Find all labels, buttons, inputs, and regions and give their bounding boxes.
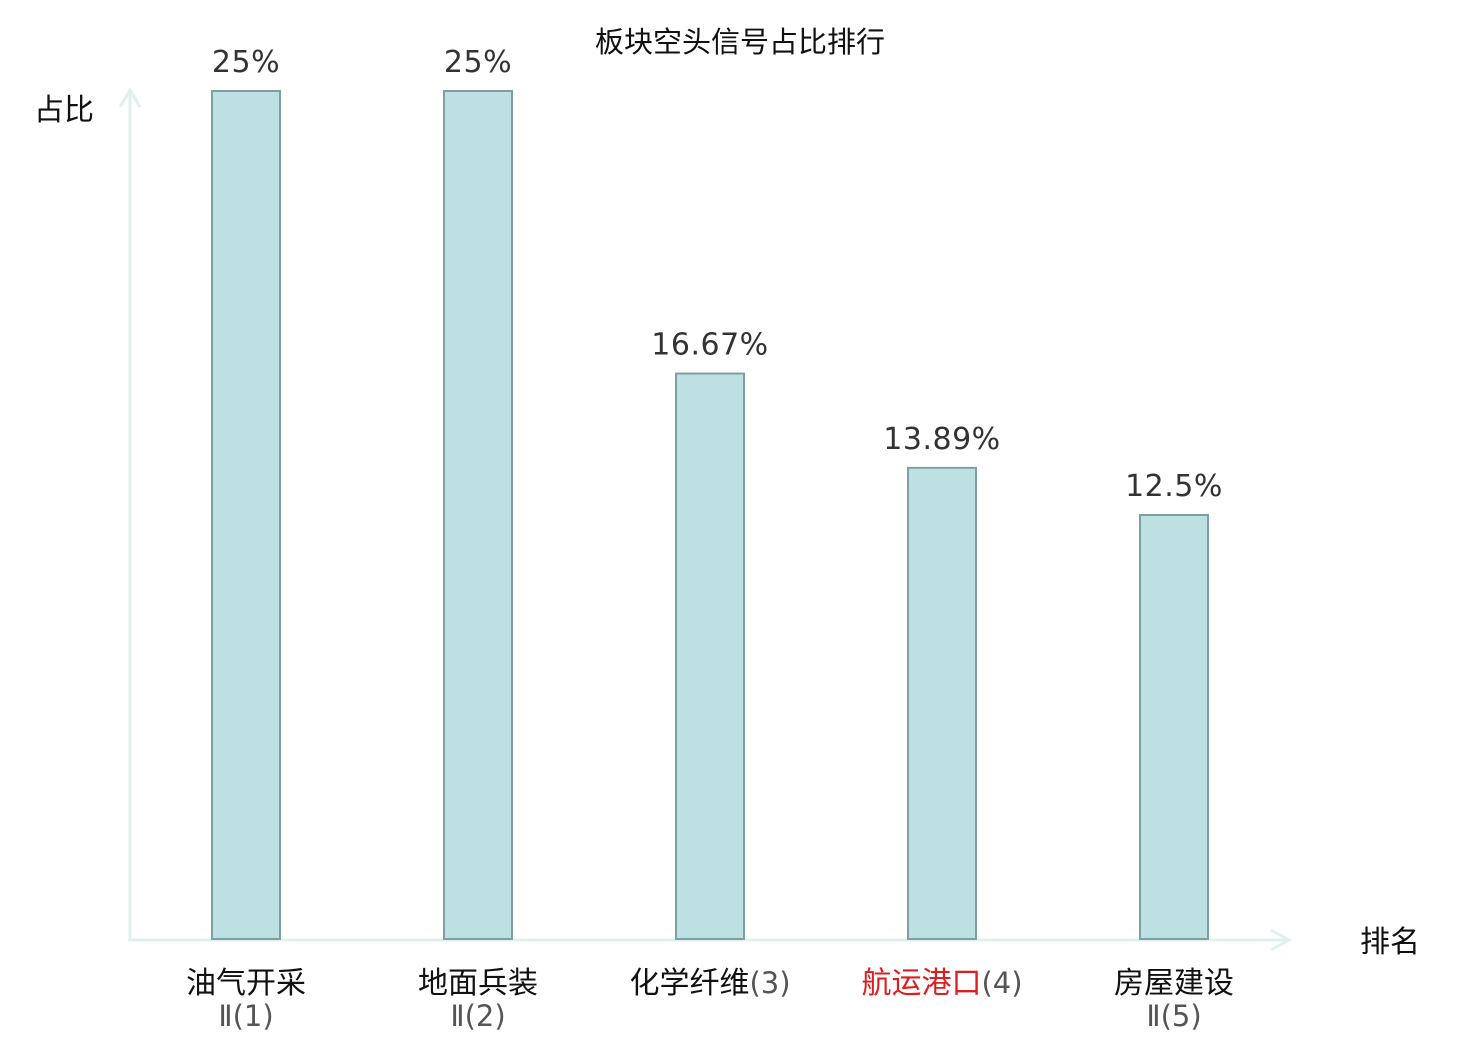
bar-value-label: 12.5% xyxy=(1125,469,1223,504)
bar xyxy=(211,90,281,940)
bar xyxy=(907,466,977,940)
category-rank: Ⅱ(2) xyxy=(450,999,505,1033)
bar xyxy=(443,90,513,940)
bar-value-label: 25% xyxy=(212,45,280,80)
category-tick-label: 航运港口(4) xyxy=(861,966,1022,1001)
category-name: 化学纤维 xyxy=(629,966,749,1001)
category-name: 油气开采 xyxy=(186,966,306,1001)
category-name: 航运港口 xyxy=(861,966,981,1001)
category-rank: Ⅱ(1) xyxy=(218,999,273,1033)
bar-value-label: 16.67% xyxy=(651,328,768,363)
x-axis-label: 排名 xyxy=(1360,925,1420,960)
y-axis-label: 占比 xyxy=(34,93,94,128)
category-rank: (4) xyxy=(981,966,1022,1000)
bars xyxy=(211,90,1209,940)
bar-value-label: 25% xyxy=(444,45,512,80)
x-axis-arrow-icon xyxy=(1270,928,1293,952)
bar xyxy=(675,372,745,940)
category-name: 房屋建设 xyxy=(1114,966,1234,1001)
y-axis-arrow-icon xyxy=(118,87,142,108)
bar xyxy=(1139,514,1209,940)
bar-value-label: 13.89% xyxy=(883,422,1000,457)
category-rank: (3) xyxy=(749,966,790,1000)
chart-title: 板块空头信号占比排行 xyxy=(595,25,885,59)
category-rank: Ⅱ(5) xyxy=(1146,999,1201,1033)
category-name: 地面兵装 xyxy=(418,966,538,1001)
value-labels: 25% 25% 16.67% 13.89% 12.5% xyxy=(212,45,1223,504)
category-tick-label: 化学纤维(3) xyxy=(629,966,790,1001)
